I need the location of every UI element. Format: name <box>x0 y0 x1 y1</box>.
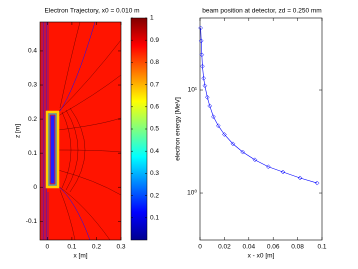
field-image <box>40 22 121 240</box>
y-axis-label: z [m] <box>15 124 22 138</box>
data-marker <box>252 157 258 163</box>
colorbar-tick-label: 0.5 <box>150 126 159 133</box>
x-tick-label: 0 <box>46 244 50 251</box>
data-marker <box>201 75 207 81</box>
x-tick-label: 0.02 <box>218 244 231 251</box>
y-tick-label: 0 <box>33 184 37 191</box>
data-marker <box>280 169 286 175</box>
x-axis-label: x - x0 [m] <box>248 253 275 260</box>
x-tick-label: 0.1 <box>67 244 76 251</box>
plot-frame <box>39 21 122 241</box>
colorbar-tick-label: 0.6 <box>150 104 159 111</box>
x-tick-label: 0.2 <box>92 244 101 251</box>
data-marker <box>204 94 210 100</box>
y-tick-label: 0.4 <box>28 48 37 55</box>
data-marker <box>200 63 205 69</box>
chart-title: Electron Trajectory, x0 = 0.010 m <box>44 8 139 15</box>
data-marker <box>198 25 203 31</box>
colorbar-tick-label: 0.1 <box>150 215 159 222</box>
colorbar-tick-label: 0.2 <box>150 192 159 199</box>
data-marker <box>240 149 246 155</box>
data-marker <box>314 180 320 186</box>
data-marker <box>222 132 227 137</box>
data-marker <box>211 114 216 120</box>
data-marker <box>265 164 271 170</box>
x-tick-label: 0.3 <box>116 244 125 251</box>
colorbar-tick-label: 0.8 <box>150 59 159 66</box>
colorbar-tick-label: 0.9 <box>150 37 159 44</box>
y-tick-label: 10¹ <box>188 87 198 94</box>
colorbar <box>130 17 148 241</box>
colorbar-tick-label: 0.3 <box>150 170 159 177</box>
y-tick-label: 0.1 <box>28 150 37 157</box>
y-tick-label: 10⁰ <box>187 189 197 197</box>
colorbar-tick-label: 0.7 <box>150 81 159 88</box>
x-tick-label: 0 <box>198 244 202 251</box>
x-tick-label: 0.1 <box>317 244 326 251</box>
data-marker <box>297 175 303 181</box>
y-tick-label: 0.2 <box>28 116 37 123</box>
plot-frame <box>199 17 323 241</box>
data-marker <box>215 123 221 129</box>
y-axis-label: electron energy [MeV] <box>175 97 182 161</box>
data-marker <box>207 103 213 109</box>
data-marker <box>198 38 204 44</box>
data-marker <box>199 52 205 58</box>
data-marker <box>202 83 208 89</box>
colorbar-tick-label: 0.4 <box>150 148 159 155</box>
x-axis-label: x [m] <box>73 253 87 260</box>
x-tick-label: 0.04 <box>242 244 255 251</box>
chart-title: beam position at detector, zd = 0.250 mm <box>202 8 321 15</box>
colorbar-tick-label: 1 <box>150 15 154 22</box>
x-tick-label: 0.08 <box>291 244 304 251</box>
x-tick-label: 0.06 <box>267 244 280 251</box>
data-marker <box>230 141 236 147</box>
y-tick-label: 0.3 <box>28 82 37 89</box>
y-tick-label: -0.1 <box>26 218 38 225</box>
